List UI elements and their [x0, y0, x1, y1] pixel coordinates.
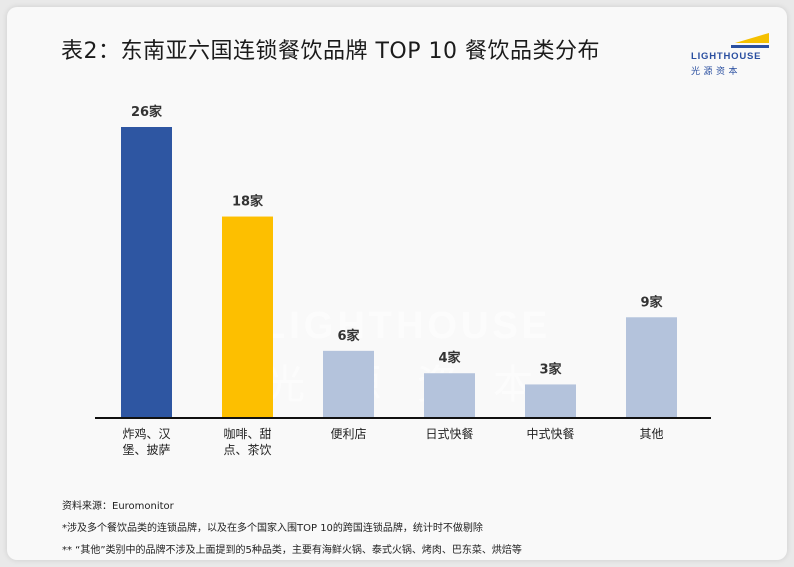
- watermark-en: LIGHTHOUSE: [262, 305, 552, 347]
- footnote-2: ** “其他”类别中的品牌不涉及上面提到的5种品类，主要有海鲜火锅、泰式火锅、烤…: [62, 545, 522, 556]
- footnote-1: *涉及多个餐饮品类的连锁品牌，以及在多个国家入围TOP 10的跨国连锁品牌，统计…: [62, 523, 483, 534]
- footnote-source: 资料来源：Euromonitor: [62, 501, 174, 512]
- logo-brand-en: LIGHTHOUSE: [691, 51, 762, 62]
- bar-1: [222, 216, 273, 418]
- data-label-1: 18家: [232, 194, 264, 210]
- data-label-2: 6家: [337, 328, 360, 344]
- data-label-0: 26家: [131, 104, 163, 120]
- lighthouse-logo-icon: [731, 33, 769, 48]
- data-label-3: 4家: [438, 350, 461, 366]
- chart-title: 表2：东南亚六国连锁餐饮品牌 TOP 10 餐饮品类分布: [61, 39, 600, 64]
- data-label-4: 3家: [539, 361, 562, 377]
- chart-card: 表2：东南亚六国连锁餐饮品牌 TOP 10 餐饮品类分布 LIGHTHOUSE …: [7, 7, 787, 560]
- data-label-5: 9家: [640, 294, 663, 310]
- brand-logo: LIGHTHOUSE 光源资本: [691, 31, 771, 77]
- category-label-1: 咖啡、甜点、茶饮: [223, 426, 271, 457]
- watermark-cn: 光源资本: [265, 362, 569, 408]
- category-label-5: 其他: [639, 427, 663, 441]
- bar-5: [626, 317, 677, 418]
- bar-2: [323, 350, 374, 418]
- logo-brand-cn: 光源资本: [691, 67, 742, 77]
- category-label-4: 中式快餐: [526, 426, 574, 441]
- category-label-0: 炸鸡、汉堡、披萨: [122, 426, 170, 457]
- bar-0: [121, 127, 172, 418]
- footnotes: 资料来源：Euromonitor *涉及多个餐饮品类的连锁品牌，以及在多个国家入…: [62, 496, 522, 560]
- category-label-2: 便利店: [330, 427, 366, 441]
- bar-3: [424, 373, 475, 418]
- bar-4: [525, 384, 576, 418]
- category-label-3: 日式快餐: [425, 426, 473, 441]
